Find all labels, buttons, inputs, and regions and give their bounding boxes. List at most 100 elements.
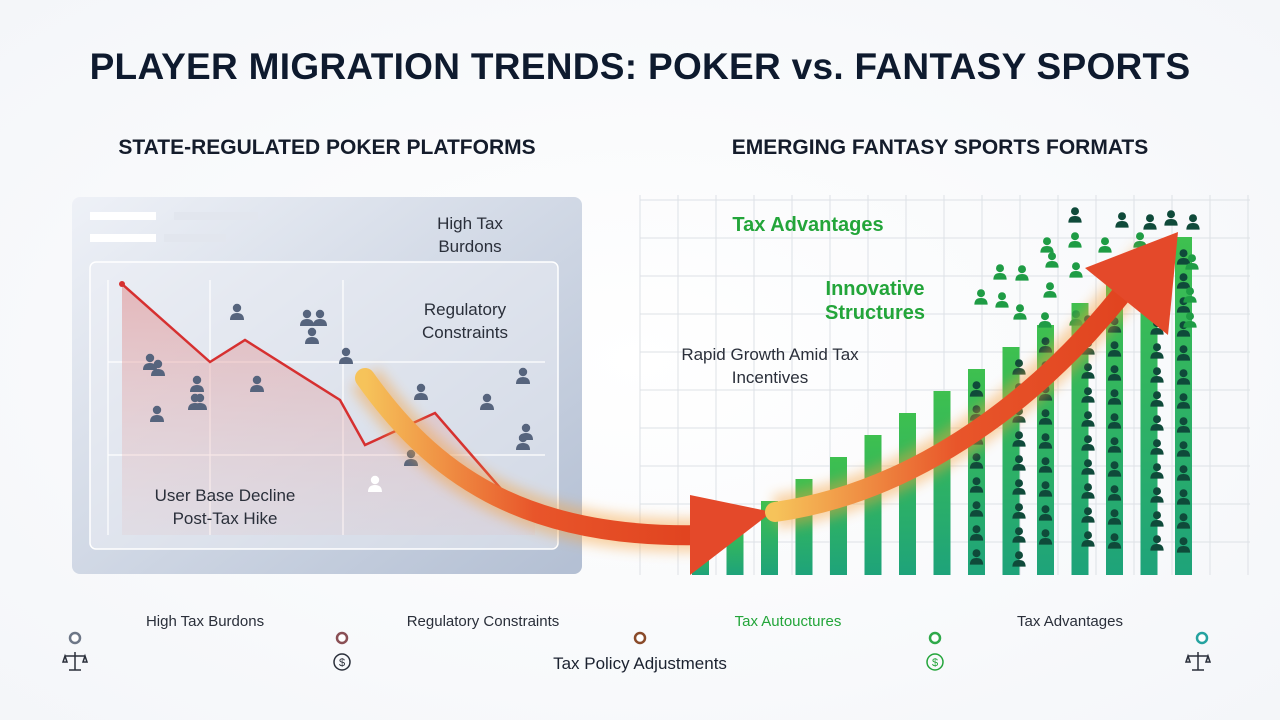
person-head (1179, 249, 1188, 258)
person-body (1176, 257, 1191, 265)
person-body (1043, 290, 1057, 298)
person-body (1068, 240, 1082, 248)
person-icon (151, 359, 165, 376)
person-head (1110, 413, 1119, 422)
person-icon (368, 475, 382, 492)
person-icon (1012, 479, 1026, 495)
person-body (1012, 439, 1026, 447)
person-head (1153, 511, 1161, 520)
person-head (1043, 237, 1051, 246)
person-head (1018, 265, 1026, 274)
person-head (192, 375, 202, 385)
person-body (1150, 471, 1164, 479)
panel-label: Rapid Growth Amid Tax Incentives (681, 345, 859, 387)
person-head (1110, 461, 1119, 470)
person-head (1015, 551, 1023, 560)
person-body (1176, 473, 1191, 481)
person-icon (1150, 367, 1164, 383)
person-body (969, 485, 984, 493)
person-icon (993, 264, 1007, 280)
person-icon (1081, 507, 1095, 523)
person-body (1150, 447, 1164, 455)
person-icon (1043, 282, 1057, 298)
person-icon (414, 383, 428, 400)
person-icon (1038, 505, 1053, 521)
person-body (1176, 401, 1191, 409)
person-icon (969, 477, 984, 493)
person-icon (1176, 249, 1191, 265)
timeline-caption: Tax Policy Adjustments (553, 654, 727, 673)
person-icon (339, 347, 353, 364)
person-body (1176, 521, 1191, 529)
person-icon (150, 405, 164, 422)
person-body (1081, 419, 1095, 427)
person-body (1176, 545, 1191, 553)
person-body (1176, 425, 1191, 433)
person-icon (969, 453, 984, 469)
person-icon (143, 353, 157, 370)
person-head (1188, 254, 1196, 263)
person-body (1115, 220, 1129, 228)
person-icon (480, 393, 494, 410)
person-head (998, 292, 1006, 301)
growth-bar (968, 369, 985, 575)
person-body (1038, 417, 1053, 425)
person-icon (1012, 455, 1026, 471)
panel-label: Innovative Structures (824, 278, 926, 324)
person-body (516, 377, 530, 384)
person-icon (1012, 503, 1026, 519)
panel-label: User Base Decline Post-Tax Hike (154, 486, 296, 528)
person-icon (1150, 439, 1164, 455)
person-body (480, 403, 494, 410)
person-head (370, 475, 380, 485)
person-icon (193, 393, 207, 410)
person-icon (313, 309, 327, 326)
person-body (1150, 375, 1164, 383)
person-head (152, 405, 162, 415)
person-body (516, 443, 530, 450)
growth-bar (899, 413, 916, 575)
person-icon (1069, 262, 1083, 278)
person-icon (1150, 463, 1164, 479)
person-body (1183, 295, 1197, 303)
panel-bar (174, 212, 258, 220)
person-body (1081, 491, 1095, 499)
person-head (232, 303, 242, 313)
person-head (1072, 310, 1080, 319)
person-icon (1150, 343, 1164, 359)
person-body (1183, 320, 1197, 328)
timeline-nodes (68, 631, 1209, 645)
person-icon (1143, 214, 1157, 230)
timeline-label: High Tax Burdons (145, 613, 265, 630)
person-head (1084, 435, 1092, 444)
growth-arrow (765, 260, 1150, 522)
timeline-label: Tax Advantages (1017, 613, 1123, 630)
person-icon (1013, 304, 1027, 320)
person-icon (1176, 513, 1191, 529)
person-body (1176, 329, 1191, 337)
person-icon (969, 549, 984, 565)
person-head (521, 423, 531, 433)
person-body (1012, 511, 1026, 519)
person-body (969, 557, 984, 565)
person-body (1176, 497, 1191, 505)
person-head (1101, 237, 1109, 246)
person-head (1084, 363, 1092, 372)
person-body (1150, 399, 1164, 407)
person-icon (974, 289, 988, 305)
person-body (150, 415, 164, 422)
person-icon (1115, 212, 1129, 228)
person-body (1038, 537, 1053, 545)
person-head (315, 309, 325, 319)
right-heading: EMERGING FANTASY SPORTS FORMATS (731, 136, 1149, 159)
person-body (1038, 465, 1053, 473)
person-head (1041, 481, 1050, 490)
person-icon (1183, 312, 1197, 328)
person-icon (1107, 365, 1122, 381)
person-body (995, 300, 1009, 308)
person-head (972, 525, 981, 534)
person-icon (1040, 237, 1054, 253)
person-body (1186, 222, 1200, 230)
person-icon (1176, 441, 1191, 457)
